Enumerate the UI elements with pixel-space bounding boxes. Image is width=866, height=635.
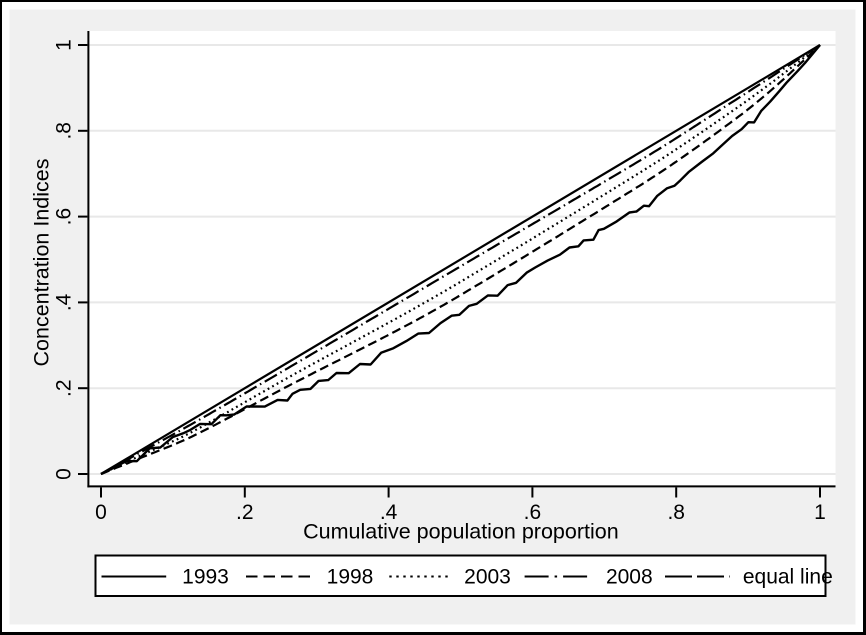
svg-text:1: 1 [814, 501, 826, 524]
svg-text:.2: .2 [236, 501, 254, 524]
svg-text:1: 1 [52, 39, 75, 51]
svg-text:.2: .2 [52, 379, 75, 397]
svg-text:.8: .8 [667, 501, 685, 524]
svg-text:2008: 2008 [606, 566, 653, 589]
svg-text:.4: .4 [380, 501, 398, 524]
svg-text:.8: .8 [52, 122, 75, 140]
svg-text:.4: .4 [52, 293, 75, 311]
svg-text:equal line: equal line [743, 566, 833, 589]
svg-text:.6: .6 [524, 501, 542, 524]
svg-text:0: 0 [52, 468, 75, 480]
svg-text:1998: 1998 [327, 566, 374, 589]
svg-text:Cumulative population proporti: Cumulative population proportion [303, 520, 619, 544]
svg-text:2003: 2003 [464, 566, 511, 589]
svg-text:.6: .6 [52, 208, 75, 226]
svg-text:Concentration Indices: Concentration Indices [30, 159, 54, 367]
svg-text:1993: 1993 [182, 566, 229, 589]
svg-text:0: 0 [95, 501, 107, 524]
